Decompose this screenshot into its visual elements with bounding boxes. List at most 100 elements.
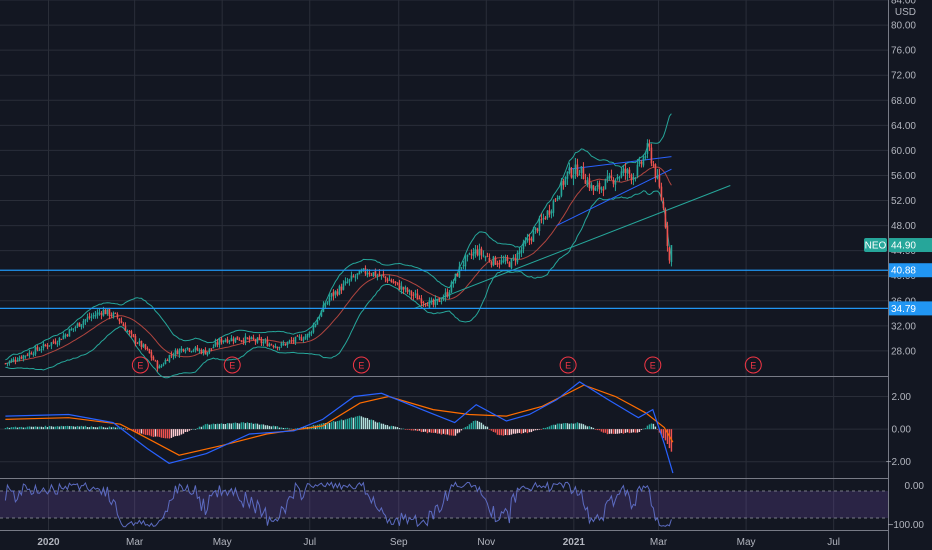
macd-histogram-bar xyxy=(100,426,103,430)
candle-body xyxy=(412,294,415,296)
macd-histogram-bar xyxy=(102,427,105,430)
macd-histogram-bar xyxy=(266,425,269,430)
time-tick-label: Sep xyxy=(390,537,408,548)
candle-body xyxy=(68,329,71,337)
earnings-marker-label: E xyxy=(358,361,364,371)
candle-body xyxy=(346,282,349,284)
macd-histogram-bar xyxy=(354,416,357,430)
candle-body xyxy=(288,340,291,342)
candle-body xyxy=(644,155,647,158)
candle-body xyxy=(10,359,13,363)
candle-body xyxy=(218,339,221,345)
macd-histogram-bar xyxy=(398,428,401,430)
macd-histogram-bar xyxy=(370,419,373,430)
macd-histogram-bar xyxy=(188,429,191,431)
macd-histogram-bar xyxy=(392,426,395,430)
candle-body xyxy=(624,168,627,173)
macd-histogram-bar xyxy=(532,429,535,431)
macd-histogram-bar xyxy=(48,425,51,430)
macd-histogram-bar xyxy=(508,429,511,436)
macd-histogram-bar xyxy=(82,426,85,430)
macd-histogram-bar xyxy=(246,422,249,430)
candle-body xyxy=(614,180,617,185)
macd-histogram-bar xyxy=(118,427,121,430)
candle-body xyxy=(582,167,585,179)
macd-histogram-bar xyxy=(116,427,119,430)
macd-histogram-bar xyxy=(644,428,647,430)
candle-body xyxy=(200,349,203,354)
macd-histogram-bar xyxy=(152,429,155,438)
candle-body xyxy=(144,344,147,349)
candle-body xyxy=(48,345,51,347)
macd-histogram-bar xyxy=(456,429,459,434)
candle-body xyxy=(318,317,321,319)
price-badge-label: 40.88 xyxy=(891,266,916,277)
macd-histogram-bar xyxy=(16,427,19,430)
candle-body xyxy=(300,337,303,341)
macd-histogram-bar xyxy=(178,429,181,436)
macd-histogram-bar xyxy=(462,428,465,430)
symbol-badge-label: NEO xyxy=(865,241,887,252)
candle-body xyxy=(204,349,207,355)
candle-body xyxy=(494,257,497,265)
macd-histogram-bar xyxy=(662,429,665,439)
macd-histogram-bar xyxy=(164,429,167,439)
candle-body xyxy=(234,337,237,343)
candle-body xyxy=(388,279,391,281)
macd-histogram-bar xyxy=(590,427,593,430)
macd-histogram-bar xyxy=(174,429,177,437)
macd-histogram-bar xyxy=(160,429,163,438)
candle-body xyxy=(26,354,29,356)
candle-body xyxy=(132,334,135,337)
candle-body xyxy=(122,323,125,327)
macd-histogram-bar xyxy=(204,424,207,430)
horizontal-lines xyxy=(0,269,888,309)
macd-histogram-bar xyxy=(358,415,361,430)
macd-histogram-bar xyxy=(386,425,389,430)
macd-histogram-bar xyxy=(126,429,129,431)
macd-histogram-bar xyxy=(596,429,599,431)
candle-body xyxy=(354,276,357,278)
macd-histogram-bar xyxy=(564,423,567,430)
candle-body xyxy=(478,248,481,256)
price-tick-label: 68.00 xyxy=(891,96,916,107)
time-tick-label: Nov xyxy=(477,537,495,548)
candle-body xyxy=(156,361,159,369)
macd-histogram-bar xyxy=(390,425,393,430)
candle-body xyxy=(400,285,403,290)
candle-body xyxy=(82,321,85,325)
macd-histogram-bar xyxy=(668,429,671,449)
candle-body xyxy=(186,347,189,350)
earnings-marker-icon xyxy=(744,356,762,374)
macd-histogram-bar xyxy=(434,429,437,433)
candle-body xyxy=(194,347,197,350)
candle-body xyxy=(196,347,199,351)
macd-histogram-bar xyxy=(618,429,621,434)
candle-body xyxy=(116,313,119,318)
macd-histogram-bar xyxy=(408,429,411,430)
candle-body xyxy=(192,350,195,352)
macd-histogram-bar xyxy=(40,426,43,430)
candle-body xyxy=(326,301,329,305)
williams-r-band xyxy=(0,491,888,518)
macd-histogram-bar xyxy=(22,427,25,430)
candle-body xyxy=(650,147,653,164)
time-tick-label: Jul xyxy=(303,537,316,548)
candle-body xyxy=(350,275,353,280)
candle-body xyxy=(32,353,35,355)
macd-histogram-bar xyxy=(488,429,491,430)
candle-body xyxy=(406,288,409,293)
macd-histogram-bar xyxy=(540,429,543,430)
macd-histogram-bar xyxy=(226,423,229,430)
candle-body xyxy=(92,315,95,317)
candle-body xyxy=(22,355,25,359)
macd-histogram-bar xyxy=(286,427,289,430)
macd-histogram-bar xyxy=(20,426,23,430)
candle-body xyxy=(78,322,81,327)
candle-body xyxy=(424,303,427,305)
macd-histogram-bar xyxy=(234,422,237,430)
candle-body xyxy=(330,293,333,298)
candle-body xyxy=(628,169,631,174)
macd-histogram-bar xyxy=(78,426,81,430)
macd-histogram-bar xyxy=(4,428,7,430)
